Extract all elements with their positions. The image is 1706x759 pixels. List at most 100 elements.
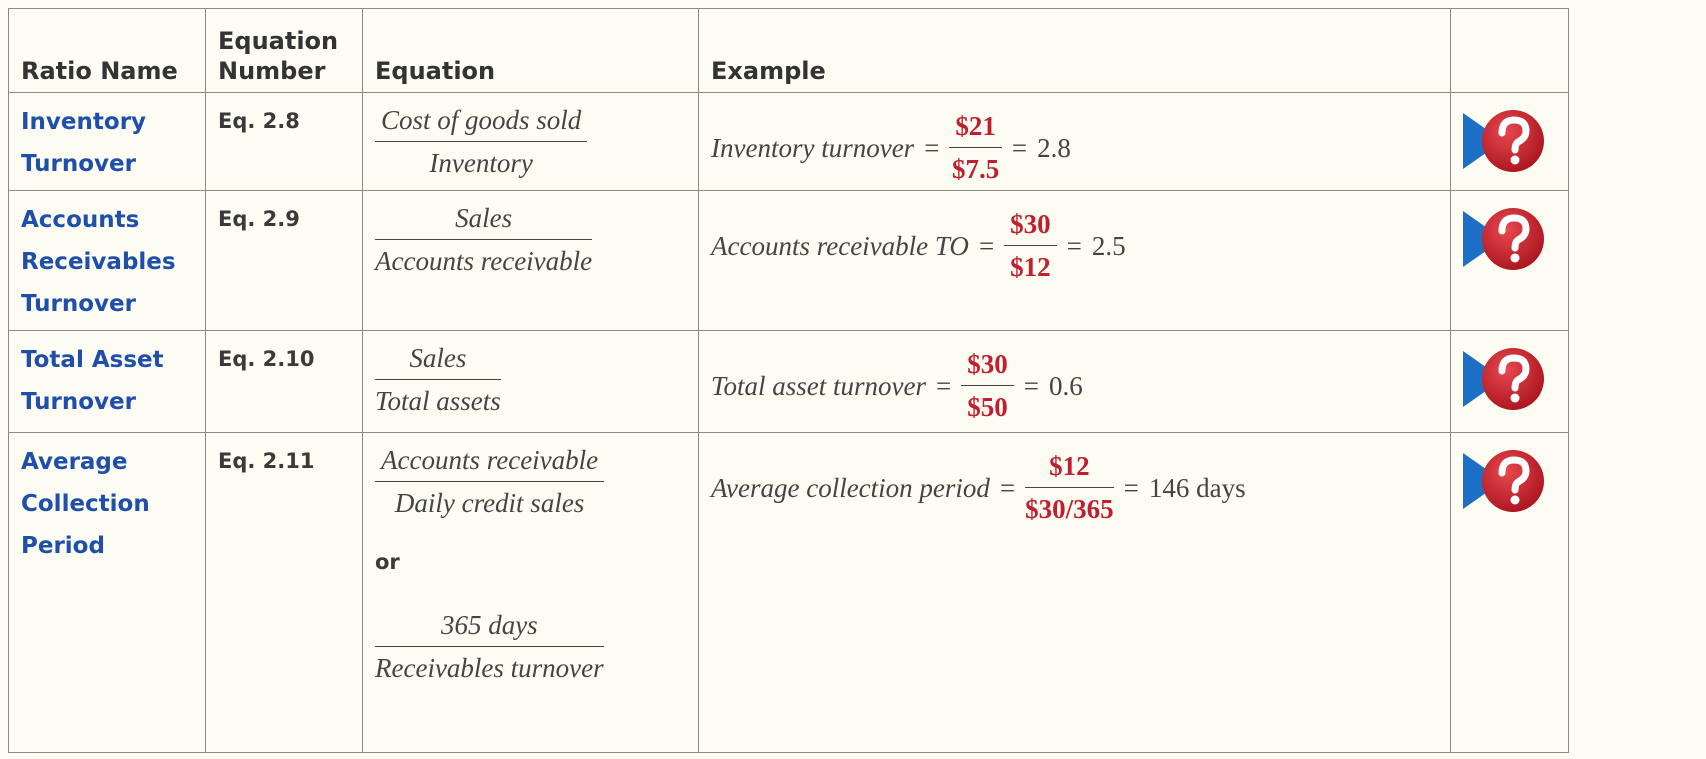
example: Inventory turnover = $21 $7.5 = 2.8 [711, 107, 1440, 188]
table-body: Inventory Turnover Eq. 2.8 Cost of goods s… [8, 92, 1569, 753]
equals: = [1023, 370, 1039, 401]
denominator: $7.5 [949, 147, 1002, 188]
equation-number-cell: Eq. 2.11 [205, 432, 363, 753]
equals: = [999, 472, 1016, 503]
ratio-name-cell: Accounts Receivables Turnover [8, 190, 206, 331]
numerator: $21 [955, 111, 996, 141]
numerator: $12 [1049, 451, 1090, 481]
example-label: Accounts receivable TO [711, 230, 969, 261]
help-glyph [1498, 116, 1530, 154]
equation-number: Eq. 2.8 [218, 109, 300, 133]
ratio-name: Average Collection Period [21, 449, 150, 559]
help-button[interactable] [1461, 443, 1545, 519]
ratio-name: Total Asset Turnover [21, 347, 164, 415]
help-button[interactable] [1461, 201, 1545, 277]
help-dot [1510, 253, 1520, 263]
equation-number: Eq. 2.9 [218, 207, 300, 231]
fraction: 365 days Receivables turnover [375, 606, 604, 687]
equation-number-cell: Eq. 2.8 [205, 92, 363, 191]
numerator: 365 days [440, 610, 538, 640]
denominator: Daily credit sales [375, 481, 605, 522]
example: Average collection period = $12 $30/365 = 146… [711, 447, 1440, 528]
help-dot [1510, 155, 1520, 165]
example-cell: Accounts receivable TO = $30 $12 = 2.5 [698, 190, 1451, 331]
result: 0.6 [1049, 370, 1083, 401]
help-cell [1450, 190, 1569, 331]
result: 2.5 [1091, 230, 1126, 261]
header-row: Ratio Name Equation Number Equation Exam… [8, 8, 1569, 93]
result: 146 days [1148, 472, 1246, 503]
table-row: Total Asset Turnover Eq. 2.10 Sales Total a… [8, 330, 1569, 433]
table-row: Inventory Turnover Eq. 2.8 Cost of goods s… [8, 92, 1569, 191]
ratio-name-cell: Average Collection Period [8, 432, 206, 753]
equation: Sales Total assets [375, 339, 688, 420]
help-button[interactable] [1461, 341, 1545, 417]
header-cell: Ratio Name [8, 8, 206, 93]
header-cell: Equation Number [205, 8, 363, 93]
help-glyph [1498, 354, 1530, 392]
ratio-name: Accounts Receivables Turnover [21, 207, 176, 317]
numerator: $30 [1010, 209, 1051, 239]
fraction: $30 $50 [961, 345, 1014, 426]
header-cell: Equation [362, 8, 699, 93]
equation-number: Eq. 2.11 [218, 449, 315, 473]
denominator: Accounts receivable [375, 239, 593, 280]
help-glyph [1498, 214, 1530, 252]
example-cell: Total asset turnover = $30 $50 = 0.6 [698, 330, 1451, 433]
equation-cell: Cost of goods sold Inventory [362, 92, 699, 191]
equation: Cost of goods sold Inventory [375, 101, 688, 182]
fraction: $21 $7.5 [949, 107, 1002, 188]
help-cell [1450, 330, 1569, 433]
equals: = [936, 370, 952, 401]
ratio-name-cell: Inventory Turnover [8, 92, 206, 191]
example-label: Total asset turnover [711, 370, 927, 401]
help-glyph [1498, 456, 1530, 494]
numerator: Accounts receivable [381, 445, 599, 475]
equation: Accounts receivable Daily credit sales [375, 441, 688, 522]
denominator: $12 [1004, 245, 1057, 286]
example: Total asset turnover = $30 $50 = 0.6 [711, 345, 1440, 426]
equation: 365 days Receivables turnover [375, 606, 688, 687]
equation-number-cell: Eq. 2.9 [205, 190, 363, 331]
help-button[interactable] [1461, 103, 1545, 179]
fraction: Cost of goods sold Inventory [375, 101, 588, 182]
equals: = [1123, 472, 1139, 503]
equation-cell: Accounts receivable Daily credit sales or 3… [362, 432, 699, 753]
example-cell: Inventory turnover = $21 $7.5 = 2.8 [698, 92, 1451, 191]
fraction: Sales Accounts receivable [375, 199, 593, 280]
example-label: Inventory turnover [711, 132, 915, 163]
equation-number: Eq. 2.10 [218, 347, 315, 371]
denominator: $50 [961, 385, 1014, 426]
help-dot [1510, 495, 1520, 505]
example-label: Average collection period [711, 472, 990, 503]
example-cell: Average collection period = $12 $30/365 = 146… [698, 432, 1451, 753]
denominator: Inventory [375, 141, 588, 182]
numerator: Sales [409, 343, 467, 373]
equation-cell: Sales Accounts receivable [362, 190, 699, 331]
fraction: $12 $30/365 [1025, 447, 1114, 528]
denominator: $30/365 [1025, 487, 1114, 528]
help-cell [1450, 432, 1569, 753]
help-cell [1450, 92, 1569, 191]
equals: = [1011, 132, 1028, 163]
equals: = [924, 132, 940, 163]
table-row: Average Collection Period Eq. 2.11 Account… [8, 432, 1569, 753]
example: Accounts receivable TO = $30 $12 = 2.5 [711, 205, 1440, 286]
numerator: $30 [967, 349, 1008, 379]
denominator: Total assets [375, 379, 501, 420]
help-dot [1510, 393, 1520, 403]
numerator: Sales [455, 203, 513, 233]
header-cell: Example [698, 8, 1451, 93]
ratio-name-cell: Total Asset Turnover [8, 330, 206, 433]
connector: or [375, 550, 400, 574]
equation: Sales Accounts receivable [375, 199, 688, 280]
header-cell [1450, 8, 1569, 93]
equals: = [978, 230, 995, 261]
equals: = [1066, 230, 1082, 261]
fraction: $30 $12 [1004, 205, 1057, 286]
equation-cell: Sales Total assets [362, 330, 699, 433]
equation-number-cell: Eq. 2.10 [205, 330, 363, 433]
ratio-table: Ratio Name Equation Number Equation Exam… [8, 8, 1569, 753]
table-row: Accounts Receivables Turnover Eq. 2.9 Sale… [8, 190, 1569, 331]
